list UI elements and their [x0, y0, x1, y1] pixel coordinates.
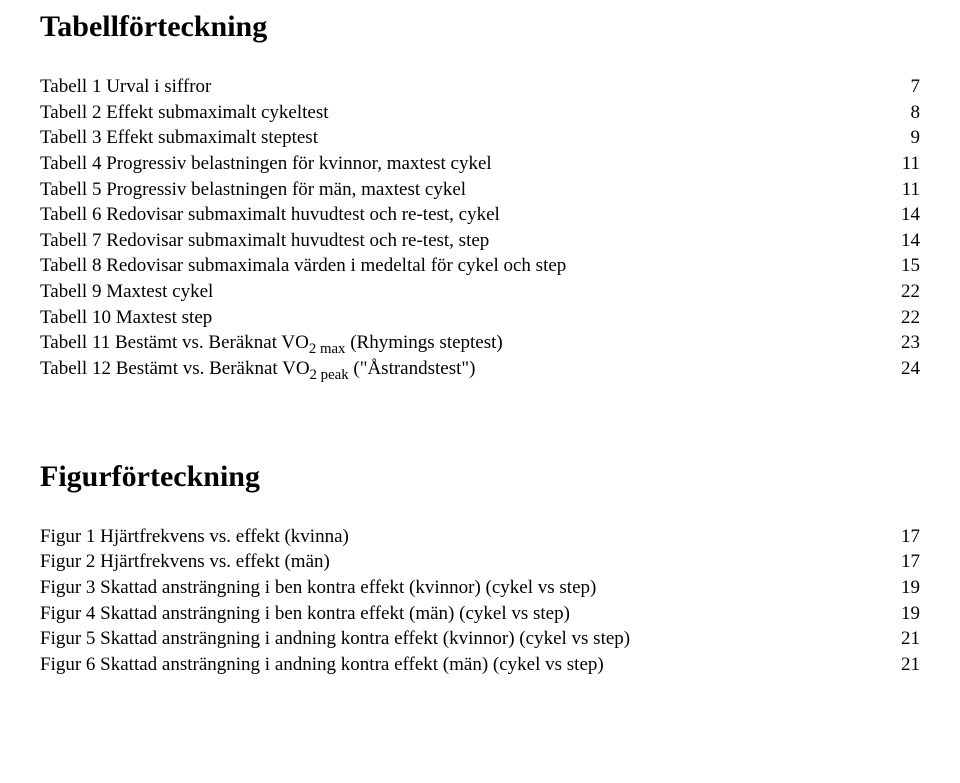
figures-toc-page: 21 [878, 652, 920, 678]
tables-toc-page: 7 [878, 74, 920, 100]
tables-toc-row: Tabell 7 Redovisar submaximalt huvudtest… [40, 228, 920, 254]
tables-toc-row: Tabell 12 Bestämt vs. Beräknat VO2 peak … [40, 356, 920, 382]
tables-toc-page: 23 [878, 330, 920, 356]
tables-toc-label: Tabell 9 Maxtest cykel [40, 279, 878, 305]
tables-toc-page: 8 [878, 100, 920, 126]
tables-toc-page: 9 [878, 125, 920, 151]
figures-toc-row: Figur 4 Skattad ansträngning i ben kontr… [40, 601, 920, 627]
tables-toc-label: Tabell 8 Redovisar submaximala värden i … [40, 253, 878, 279]
document-page: Tabellförteckning Tabell 1 Urval i siffr… [0, 0, 960, 718]
tables-toc-page: 14 [878, 228, 920, 254]
tables-toc-page: 14 [878, 202, 920, 228]
tables-toc-page: 22 [878, 305, 920, 331]
tables-toc-row: Tabell 6 Redovisar submaximalt huvudtest… [40, 202, 920, 228]
figures-toc-page: 17 [878, 549, 920, 575]
tables-toc-label: Tabell 2 Effekt submaximalt cykeltest [40, 100, 878, 126]
tables-toc-label: Tabell 5 Progressiv belastningen för män… [40, 177, 878, 203]
tables-toc-label: Tabell 1 Urval i siffror [40, 74, 878, 100]
tables-toc-row: Tabell 8 Redovisar submaximala värden i … [40, 253, 920, 279]
figures-toc-row: Figur 2 Hjärtfrekvens vs. effekt (män)17 [40, 549, 920, 575]
tables-toc-page: 22 [878, 279, 920, 305]
subscript: 2 peak [310, 367, 349, 383]
tables-toc-label: Tabell 4 Progressiv belastningen för kvi… [40, 151, 878, 177]
figures-toc-label: Figur 3 Skattad ansträngning i ben kontr… [40, 575, 878, 601]
figures-toc: Figur 1 Hjärtfrekvens vs. effekt (kvinna… [40, 524, 920, 678]
figures-toc-page: 21 [878, 626, 920, 652]
tables-toc-page: 15 [878, 253, 920, 279]
figures-toc-label: Figur 1 Hjärtfrekvens vs. effekt (kvinna… [40, 524, 878, 550]
tables-toc-label: Tabell 3 Effekt submaximalt steptest [40, 125, 878, 151]
tables-toc-row: Tabell 1 Urval i siffror7 [40, 74, 920, 100]
tables-toc-row: Tabell 3 Effekt submaximalt steptest9 [40, 125, 920, 151]
tables-toc-row: Tabell 2 Effekt submaximalt cykeltest8 [40, 100, 920, 126]
tables-toc-label: Tabell 12 Bestämt vs. Beräknat VO2 peak … [40, 356, 878, 382]
figures-toc-page: 19 [878, 601, 920, 627]
figures-toc-page: 17 [878, 524, 920, 550]
tables-toc-row: Tabell 4 Progressiv belastningen för kvi… [40, 151, 920, 177]
tables-toc-label: Tabell 10 Maxtest step [40, 305, 878, 331]
figures-toc-label: Figur 5 Skattad ansträngning i andning k… [40, 626, 878, 652]
section-gap [40, 382, 920, 460]
tables-toc-row: Tabell 10 Maxtest step22 [40, 305, 920, 331]
figures-toc-label: Figur 2 Hjärtfrekvens vs. effekt (män) [40, 549, 878, 575]
tables-toc-row: Tabell 11 Bestämt vs. Beräknat VO2 max (… [40, 330, 920, 356]
figures-heading: Figurförteckning [40, 460, 920, 494]
tables-toc: Tabell 1 Urval i siffror7Tabell 2 Effekt… [40, 74, 920, 382]
figures-toc-label: Figur 4 Skattad ansträngning i ben kontr… [40, 601, 878, 627]
figures-toc-row: Figur 5 Skattad ansträngning i andning k… [40, 626, 920, 652]
figures-toc-page: 19 [878, 575, 920, 601]
figures-toc-row: Figur 1 Hjärtfrekvens vs. effekt (kvinna… [40, 524, 920, 550]
tables-toc-label: Tabell 6 Redovisar submaximalt huvudtest… [40, 202, 878, 228]
tables-toc-label: Tabell 7 Redovisar submaximalt huvudtest… [40, 228, 878, 254]
tables-toc-page: 11 [878, 177, 920, 203]
subscript: 2 max [309, 341, 346, 357]
tables-heading: Tabellförteckning [40, 10, 920, 44]
figures-toc-row: Figur 6 Skattad ansträngning i andning k… [40, 652, 920, 678]
tables-toc-label: Tabell 11 Bestämt vs. Beräknat VO2 max (… [40, 330, 878, 356]
tables-toc-page: 11 [878, 151, 920, 177]
tables-toc-row: Tabell 9 Maxtest cykel22 [40, 279, 920, 305]
tables-toc-row: Tabell 5 Progressiv belastningen för män… [40, 177, 920, 203]
tables-toc-page: 24 [878, 356, 920, 382]
figures-toc-label: Figur 6 Skattad ansträngning i andning k… [40, 652, 878, 678]
figures-toc-row: Figur 3 Skattad ansträngning i ben kontr… [40, 575, 920, 601]
